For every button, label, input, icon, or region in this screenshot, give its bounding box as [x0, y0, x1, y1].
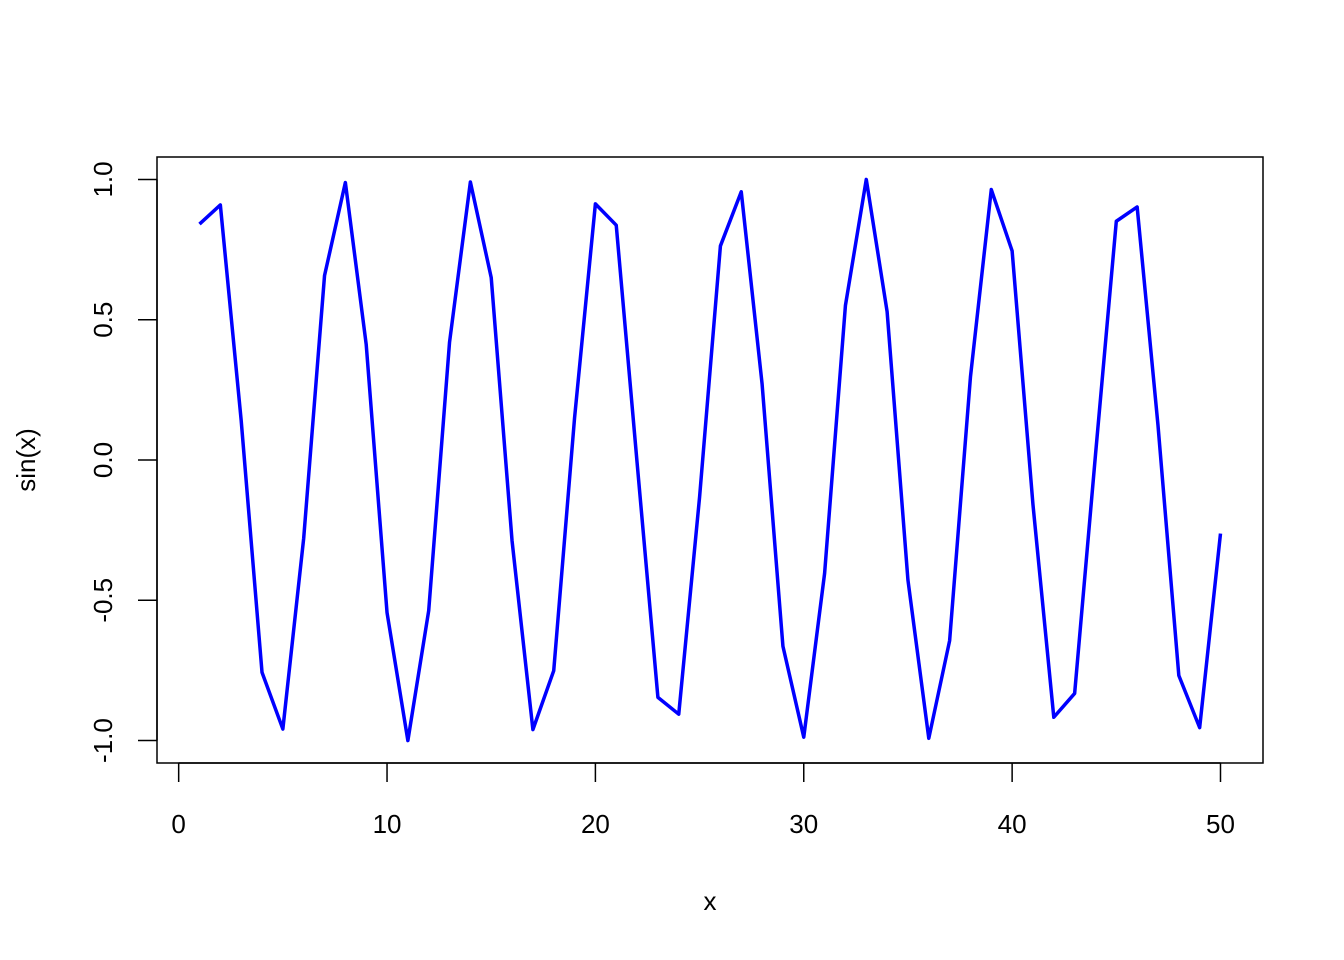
x-axis: 0 10 20 30 40 50 — [171, 762, 1235, 839]
x-tick-label: 40 — [998, 809, 1027, 839]
x-tick-label: 30 — [789, 809, 818, 839]
y-tick-label: 1.0 — [88, 161, 118, 197]
series-line — [198, 177, 1223, 743]
y-tick-label: 0.5 — [88, 302, 118, 338]
y-tick-label: -1.0 — [88, 718, 118, 763]
x-tick-label: 10 — [373, 809, 402, 839]
x-tick-label: 0 — [171, 809, 185, 839]
x-tick-label: 50 — [1206, 809, 1235, 839]
x-tick-label: 20 — [581, 809, 610, 839]
plot-frame — [156, 156, 1264, 764]
x-axis-label: x — [704, 886, 717, 916]
y-axis-label: sin(x) — [11, 428, 41, 492]
y-tick-label: 0.0 — [88, 442, 118, 478]
y-tick-label: -0.5 — [88, 578, 118, 623]
y-axis: -1.0 -0.5 0.0 0.5 1.0 — [88, 161, 158, 763]
